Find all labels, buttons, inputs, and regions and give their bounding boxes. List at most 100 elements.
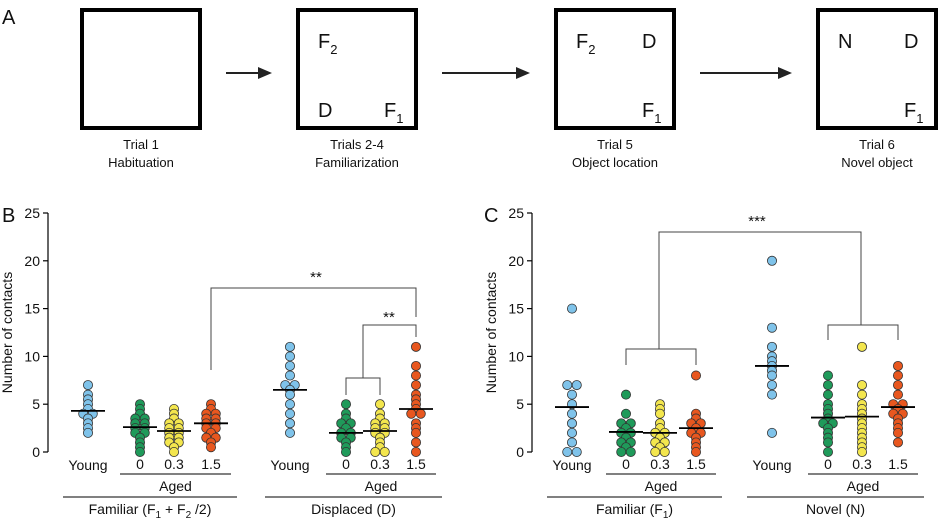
y-tick-label: 10 xyxy=(508,348,524,364)
data-point xyxy=(415,408,426,419)
data-point xyxy=(893,360,904,371)
data-point xyxy=(571,380,582,391)
data-point xyxy=(659,446,670,457)
object-label: F2 xyxy=(318,31,337,57)
data-point xyxy=(691,370,702,381)
data-point xyxy=(621,408,632,419)
aged-label: Aged xyxy=(645,478,678,494)
object-label: F1 xyxy=(904,100,923,126)
data-point xyxy=(823,389,834,400)
significance-stars: ** xyxy=(310,269,322,286)
data-point xyxy=(134,446,145,457)
object-letter: F xyxy=(384,100,396,122)
young-label: Young xyxy=(752,457,791,473)
data-point xyxy=(767,389,778,400)
significance-bracket xyxy=(362,324,417,378)
dose-label: 0.3 xyxy=(650,456,670,472)
dose-label: 0 xyxy=(342,456,350,472)
y-axis-label: Number of contacts xyxy=(483,272,499,393)
data-point xyxy=(767,370,778,381)
data-point xyxy=(562,446,573,457)
object-subscript: 1 xyxy=(916,111,923,126)
panel-letter: C xyxy=(484,205,498,227)
arena-box xyxy=(816,8,938,130)
dose-label: 1.5 xyxy=(686,456,706,472)
data-point xyxy=(893,380,904,391)
data-point xyxy=(284,427,295,438)
trial-number: Trial 1 xyxy=(123,137,159,152)
data-point xyxy=(83,427,94,438)
object-letter: D xyxy=(318,100,332,122)
data-point xyxy=(857,380,868,391)
data-point xyxy=(571,446,582,457)
group-title: Novel (N) xyxy=(806,501,865,517)
significance-bracket xyxy=(827,324,899,340)
data-point xyxy=(83,380,94,391)
dose-label: 1.5 xyxy=(201,456,221,472)
data-point xyxy=(767,380,778,391)
arrow-head xyxy=(258,67,272,79)
object-label: D xyxy=(318,100,332,122)
group-title-text: /2) xyxy=(191,501,211,517)
data-point xyxy=(379,446,390,457)
significance-bracket xyxy=(625,348,697,365)
trial-phase: Novel object xyxy=(841,155,913,170)
panel-letter: B xyxy=(2,205,15,227)
object-subscript: 2 xyxy=(588,42,595,57)
data-point xyxy=(567,437,578,448)
data-point xyxy=(284,389,295,400)
object-letter: D xyxy=(642,31,656,53)
dose-label: 0.3 xyxy=(852,456,872,472)
object-letter: F xyxy=(318,31,330,53)
group-title-sub: 1 xyxy=(663,510,669,520)
data-point xyxy=(410,370,421,381)
data-point xyxy=(767,255,778,266)
group-title: Displaced (D) xyxy=(311,501,396,517)
data-point xyxy=(567,389,578,400)
panel-a-letter: A xyxy=(2,7,16,29)
data-point xyxy=(410,360,421,371)
group-title: Familiar (F1) xyxy=(596,501,673,520)
data-point xyxy=(562,380,573,391)
group-title-text: + F xyxy=(161,501,186,517)
trial-phase: Object location xyxy=(572,155,658,170)
data-point xyxy=(823,437,834,448)
y-axis-label: Number of contacts xyxy=(0,272,15,393)
y-tick-label: 15 xyxy=(508,301,524,317)
data-point xyxy=(767,427,778,438)
data-point xyxy=(284,341,295,352)
data-point xyxy=(655,408,666,419)
data-point xyxy=(284,370,295,381)
data-point xyxy=(823,370,834,381)
dose-label: 1.5 xyxy=(406,456,426,472)
young-label: Young xyxy=(270,457,309,473)
data-point xyxy=(893,370,904,381)
y-tick-label: 20 xyxy=(24,253,40,269)
data-point xyxy=(857,446,868,457)
data-point xyxy=(857,389,868,400)
data-point xyxy=(410,446,421,457)
significance-bracket xyxy=(210,287,417,370)
y-tick-label: 20 xyxy=(508,253,524,269)
y-tick-label: 15 xyxy=(24,301,40,317)
y-tick-label: 0 xyxy=(516,444,524,460)
y-tick-label: 10 xyxy=(24,348,40,364)
data-point xyxy=(168,446,179,457)
significance-bracket xyxy=(345,377,381,395)
data-point xyxy=(406,408,417,419)
object-subscript: 2 xyxy=(330,42,337,57)
arena-box xyxy=(80,8,202,130)
object-letter: D xyxy=(904,31,918,53)
data-point xyxy=(340,399,351,410)
trial-phase: Familiarization xyxy=(315,155,399,170)
object-letter: N xyxy=(838,31,852,53)
data-point xyxy=(893,389,904,400)
significance-bracket xyxy=(658,231,862,349)
aged-label: Aged xyxy=(847,478,880,494)
group-title-text: Displaced (D) xyxy=(311,501,396,517)
arena-box xyxy=(296,8,418,130)
data-point xyxy=(284,360,295,371)
group-title-text: Familiar (F xyxy=(596,501,663,517)
